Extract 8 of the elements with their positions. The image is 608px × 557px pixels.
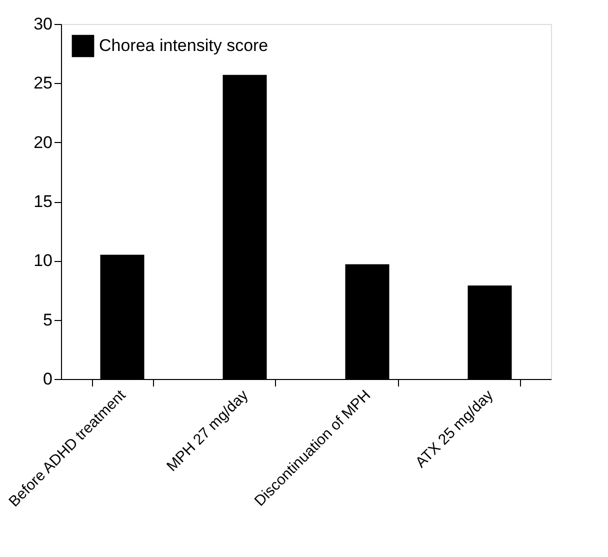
y-tick-label: 5	[43, 310, 52, 330]
y-tick-label: 10	[34, 251, 52, 270]
y-tick-label: 25	[34, 74, 52, 93]
y-tick-label: 20	[34, 132, 52, 152]
y-tick-label: 30	[34, 14, 52, 34]
y-tick-label: 0	[43, 370, 52, 388]
y-tick-label: 15	[34, 192, 52, 211]
legend-label: Chorea intensity score	[99, 36, 268, 55]
